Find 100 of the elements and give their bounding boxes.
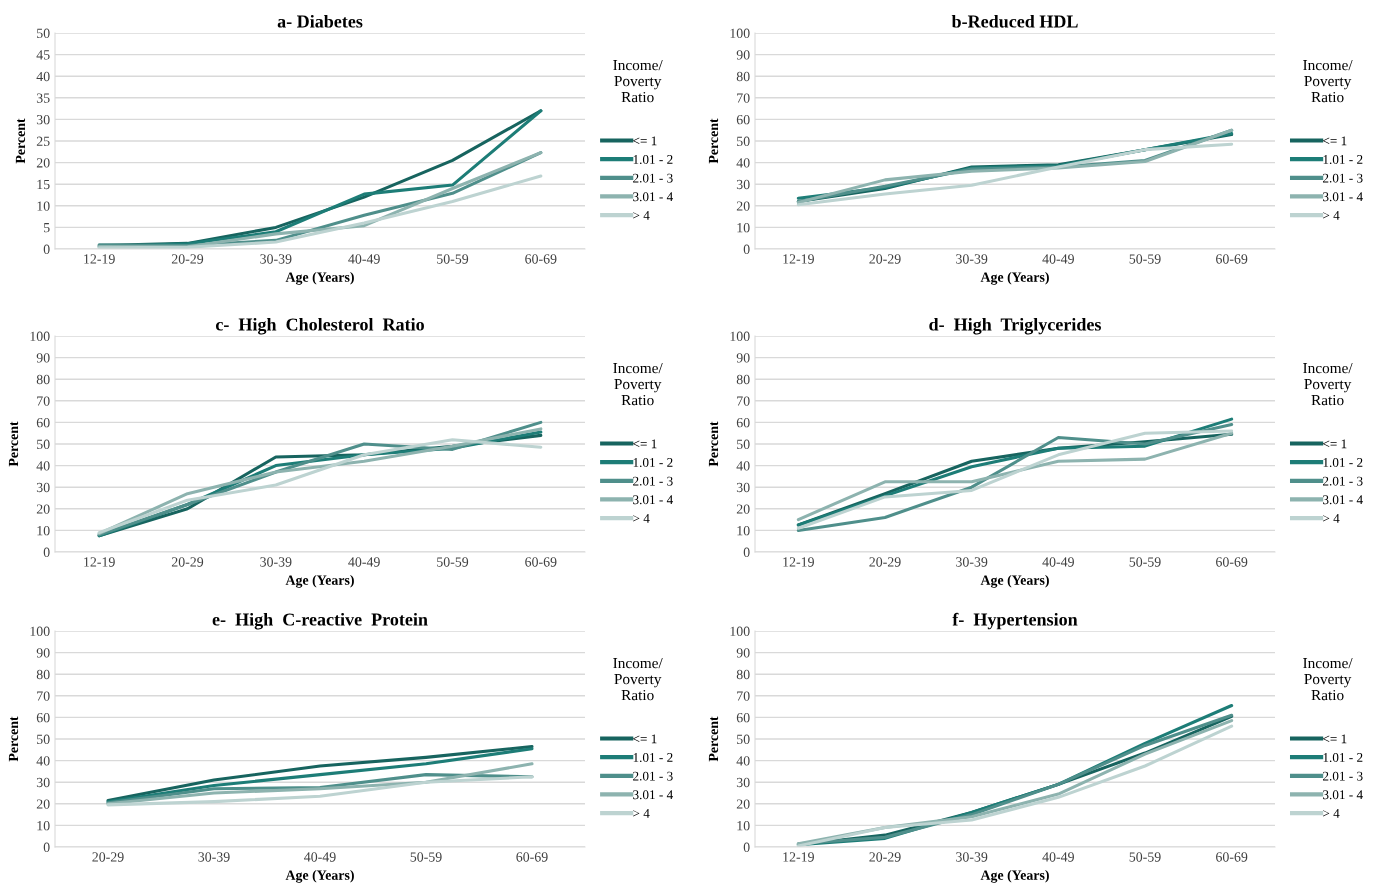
x-tick-label: 40-49 <box>1042 254 1074 264</box>
chart-title: c- High Cholesterol Ratio <box>215 317 424 335</box>
legend-label: <= 1 <box>1323 136 1347 146</box>
y-tick-label: 100 <box>30 626 50 636</box>
y-tick-label: 40 <box>36 756 50 766</box>
x-tick-label: 50-59 <box>1129 254 1161 264</box>
chart-title: d- High Triglycerides <box>929 317 1101 335</box>
x-tick-label: 50-59 <box>410 852 442 862</box>
y-tick-label: 60 <box>736 114 750 125</box>
y-tick-label: 10 <box>737 222 750 233</box>
y-tick-label: 50 <box>37 734 50 744</box>
x-tick-label: 30-39 <box>956 557 988 567</box>
x-tick-label: 30-39 <box>198 852 230 862</box>
legend-label: 1.01 - 2 <box>1323 458 1363 467</box>
x-axis-title: Age (Years) <box>980 870 1049 883</box>
y-tick-label: 15 <box>37 179 50 190</box>
legend-label: 1.01 - 2 <box>1323 155 1363 164</box>
x-tick-label: 30-39 <box>260 557 292 567</box>
y-tick-label: 80 <box>736 669 750 680</box>
x-tick-label: 20-29 <box>869 852 901 862</box>
x-tick-label: 30-39 <box>260 254 292 264</box>
y-axis-title: Percent <box>708 118 719 164</box>
y-tick-label: 70 <box>737 396 750 406</box>
y-tick-label: 100 <box>730 331 750 341</box>
y-tick-label: 100 <box>730 626 750 636</box>
y-tick-label: 60 <box>36 417 50 428</box>
y-tick-label: 30 <box>736 482 750 493</box>
x-tick-label: 12-19 <box>84 557 115 567</box>
y-tick-label: 0 <box>43 842 50 852</box>
x-tick-label: 40-49 <box>304 852 336 862</box>
y-tick-label: 20 <box>36 158 50 168</box>
y-tick-label: 80 <box>36 374 50 385</box>
x-tick-label: 60-69 <box>1216 557 1248 567</box>
x-tick-label: 60-69 <box>525 254 557 264</box>
y-tick-label: 90 <box>736 50 750 60</box>
legend-label: 3.01 - 4 <box>1323 790 1363 800</box>
legend-label: 1.01 - 2 <box>1323 753 1363 762</box>
y-tick-label: 20 <box>736 504 750 514</box>
y-tick-label: 30 <box>736 179 750 190</box>
x-tick-label: 20-29 <box>171 254 204 264</box>
x-tick-label: 60-69 <box>525 557 557 567</box>
x-tick-label: 12-19 <box>783 852 814 862</box>
x-tick-label: 60-69 <box>1216 254 1248 264</box>
y-tick-label: 70 <box>37 396 50 406</box>
y-tick-label: 30 <box>36 482 50 493</box>
legend-title: Income/ Poverty Ratio <box>1303 658 1353 701</box>
x-tick-label: 30-39 <box>956 852 988 862</box>
legend-label: 1.01 - 2 <box>633 458 673 467</box>
legend-label: 3.01 - 4 <box>1323 192 1363 202</box>
legend-label: <= 1 <box>1323 734 1347 744</box>
y-tick-label: 20 <box>36 799 50 809</box>
x-tick-label: 50-59 <box>1129 557 1161 567</box>
y-tick-label: 0 <box>743 842 750 852</box>
y-tick-label: 40 <box>736 756 750 766</box>
y-tick-label: 40 <box>736 461 750 471</box>
x-tick-label: 12-19 <box>783 254 814 264</box>
y-axis-title: Percent <box>708 421 719 467</box>
chart-title: b-Reduced HDL <box>951 14 1078 28</box>
y-tick-label: 30 <box>36 114 50 125</box>
y-tick-label: 20 <box>736 799 750 809</box>
x-tick-label: 20-29 <box>869 254 901 264</box>
y-tick-label: 40 <box>36 461 50 471</box>
x-tick-label: 50-59 <box>1129 852 1161 862</box>
y-tick-label: 90 <box>736 648 750 658</box>
x-axis-title: Age (Years) <box>980 575 1049 588</box>
chart-title: f- Hypertension <box>952 612 1078 630</box>
y-tick-label: 60 <box>36 712 50 723</box>
y-tick-label: 10 <box>737 820 750 831</box>
x-tick-label: 50-59 <box>437 557 469 567</box>
y-tick-label: 70 <box>737 691 750 701</box>
y-tick-label: 100 <box>30 331 50 341</box>
y-axis-title: Percent <box>8 421 19 467</box>
x-tick-label: 30-39 <box>956 254 988 264</box>
legend-title: Income/ Poverty Ratio <box>613 658 663 701</box>
y-tick-label: 35 <box>36 93 50 103</box>
y-axis-title: Percent <box>708 716 719 762</box>
x-tick-label: 60-69 <box>516 852 548 862</box>
x-tick-label: 40-49 <box>1042 852 1074 862</box>
x-tick-label: 40-49 <box>348 557 380 567</box>
legend-label: 2.01 - 3 <box>633 771 673 781</box>
y-axis-title: Percent <box>8 716 19 762</box>
y-tick-label: 70 <box>37 691 50 701</box>
y-tick-label: 0 <box>43 244 50 254</box>
y-tick-label: 40 <box>36 71 50 82</box>
legend-label: <= 1 <box>633 734 657 744</box>
y-tick-label: 60 <box>736 712 750 723</box>
legend-label: <= 1 <box>633 136 657 146</box>
y-tick-label: 30 <box>736 777 750 788</box>
y-tick-label: 45 <box>36 50 50 60</box>
legend-title: Income/ Poverty Ratio <box>1303 60 1353 103</box>
y-tick-label: 5 <box>44 223 50 233</box>
y-tick-label: 100 <box>730 28 750 38</box>
y-tick-label: 50 <box>37 439 50 449</box>
y-tick-label: 10 <box>37 525 50 536</box>
y-axis-title: Percent <box>15 118 26 164</box>
x-axis-title: Age (Years) <box>285 575 354 588</box>
x-axis-title: Age (Years) <box>285 870 354 883</box>
x-tick-label: 20-29 <box>869 557 901 567</box>
legend-label: 2.01 - 3 <box>1323 476 1363 486</box>
x-tick-label: 50-59 <box>437 254 469 264</box>
